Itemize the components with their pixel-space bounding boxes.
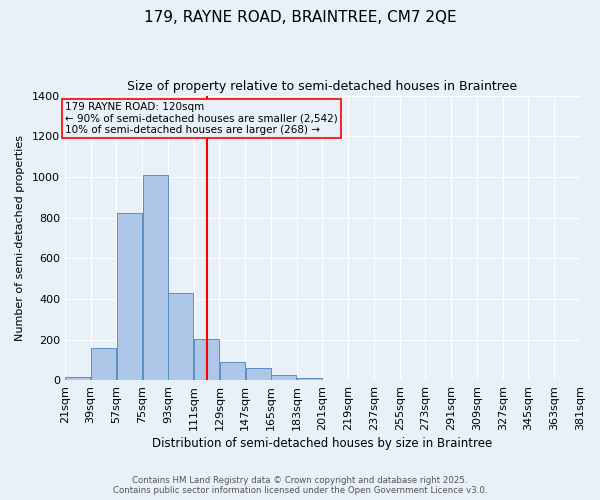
Text: 179, RAYNE ROAD, BRAINTREE, CM7 2QE: 179, RAYNE ROAD, BRAINTREE, CM7 2QE bbox=[143, 10, 457, 25]
Title: Size of property relative to semi-detached houses in Braintree: Size of property relative to semi-detach… bbox=[127, 80, 518, 93]
X-axis label: Distribution of semi-detached houses by size in Braintree: Distribution of semi-detached houses by … bbox=[152, 437, 493, 450]
Bar bbox=[169, 293, 193, 380]
Text: 179 RAYNE ROAD: 120sqm
← 90% of semi-detached houses are smaller (2,542)
10% of : 179 RAYNE ROAD: 120sqm ← 90% of semi-det… bbox=[65, 102, 338, 135]
Bar bbox=[91, 348, 116, 380]
Bar bbox=[220, 362, 245, 380]
Bar bbox=[245, 368, 271, 380]
Bar bbox=[65, 377, 91, 380]
Text: Contains HM Land Registry data © Crown copyright and database right 2025.
Contai: Contains HM Land Registry data © Crown c… bbox=[113, 476, 487, 495]
Y-axis label: Number of semi-detached properties: Number of semi-detached properties bbox=[15, 135, 25, 341]
Bar bbox=[297, 378, 322, 380]
Bar bbox=[271, 375, 296, 380]
Bar bbox=[117, 214, 142, 380]
Bar bbox=[143, 175, 167, 380]
Bar bbox=[194, 338, 219, 380]
